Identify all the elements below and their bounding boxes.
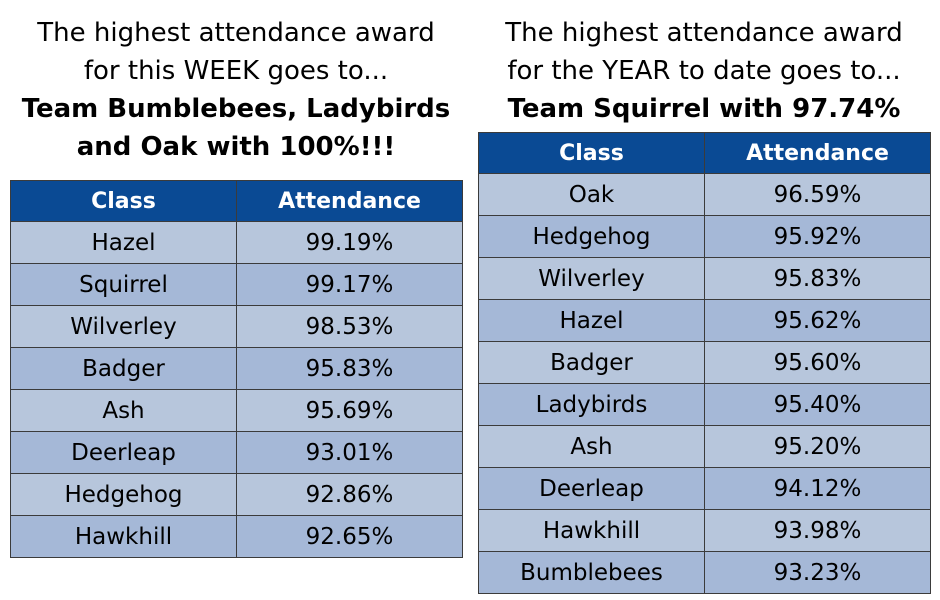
yearly-table-body: Oak 96.59% Hedgehog 95.92% Wilverley 95.83% Ha… [478, 173, 931, 594]
attendance-cell: 95.40% [704, 383, 931, 426]
attendance-cell: 93.23% [704, 551, 931, 594]
attendance-cell: 95.69% [236, 389, 463, 432]
yearly-winner-line: Team Squirrel with 97.74% [507, 94, 901, 124]
class-name-cell: Badger [10, 347, 237, 390]
yearly-award-panel: The highest attendance award for the YEA… [478, 0, 931, 594]
class-column-header: Class [478, 132, 705, 174]
table-row: Bumblebees 93.23% [478, 551, 931, 594]
weekly-winner-line-2: and Oak with 100%!!! [76, 132, 396, 162]
class-name-cell: Squirrel [10, 263, 237, 306]
class-name-cell: Hedgehog [10, 473, 237, 516]
table-row: Oak 96.59% [478, 173, 931, 216]
attendance-cell: 93.01% [236, 431, 463, 474]
table-row: Deerleap 94.12% [478, 467, 931, 510]
table-row: Ash 95.69% [10, 389, 463, 432]
weekly-award-heading: The highest attendance award for this WE… [10, 0, 462, 166]
yearly-attendance-table: Class Attendance Oak 96.59% Hedgehog 95.92%… [478, 132, 931, 594]
class-column-header: Class [10, 180, 237, 222]
table-row: Hedgehog 92.86% [10, 473, 463, 516]
table-row: Badger 95.60% [478, 341, 931, 384]
table-row: Ash 95.20% [478, 425, 931, 468]
table-row: Hawkhill 92.65% [10, 515, 463, 558]
table-row: Deerleap 93.01% [10, 431, 463, 474]
class-name-cell: Deerleap [478, 467, 705, 510]
table-row: Squirrel 99.17% [10, 263, 463, 306]
class-name-cell: Hazel [478, 299, 705, 342]
class-name-cell: Badger [478, 341, 705, 384]
attendance-cell: 95.60% [704, 341, 931, 384]
class-name-cell: Deerleap [10, 431, 237, 474]
class-name-cell: Ladybirds [478, 383, 705, 426]
class-name-cell: Ash [478, 425, 705, 468]
class-name-cell: Hawkhill [10, 515, 237, 558]
class-name-cell: Wilverley [10, 305, 237, 348]
table-row: Wilverley 98.53% [10, 305, 463, 348]
class-name-cell: Hazel [10, 221, 237, 264]
yearly-award-heading: The highest attendance award for the YEA… [478, 0, 930, 128]
table-row: Ladybirds 95.40% [478, 383, 931, 426]
table-row: Wilverley 95.83% [478, 257, 931, 300]
weekly-heading-line-2: for this WEEK goes to... [83, 56, 389, 86]
weekly-winner-line-1: Team Bumblebees, Ladybirds [21, 94, 451, 124]
class-name-cell: Hawkhill [478, 509, 705, 552]
class-name-cell: Hedgehog [478, 215, 705, 258]
class-name-cell: Ash [10, 389, 237, 432]
attendance-cell: 94.12% [704, 467, 931, 510]
weekly-award-panel: The highest attendance award for this WE… [10, 0, 463, 558]
class-name-cell: Bumblebees [478, 551, 705, 594]
weekly-heading-line-1: The highest attendance award [37, 18, 435, 48]
table-row: Hawkhill 93.98% [478, 509, 931, 552]
attendance-cell: 92.65% [236, 515, 463, 558]
class-name-cell: Wilverley [478, 257, 705, 300]
weekly-attendance-table: Class Attendance Hazel 99.19% Squirrel 99.1… [10, 180, 463, 558]
attendance-cell: 95.62% [704, 299, 931, 342]
attendance-cell: 99.17% [236, 263, 463, 306]
weekly-table-body: Hazel 99.19% Squirrel 99.17% Wilverley 98.53%… [10, 221, 463, 558]
attendance-cell: 98.53% [236, 305, 463, 348]
attendance-cell: 99.19% [236, 221, 463, 264]
attendance-column-header: Attendance [236, 180, 463, 222]
attendance-cell: 95.20% [704, 425, 931, 468]
table-row: Badger 95.83% [10, 347, 463, 390]
attendance-cell: 95.92% [704, 215, 931, 258]
attendance-cell: 96.59% [704, 173, 931, 216]
attendance-column-header: Attendance [704, 132, 931, 174]
attendance-cell: 92.86% [236, 473, 463, 516]
attendance-cell: 95.83% [236, 347, 463, 390]
table-header-row: Class Attendance [478, 132, 931, 174]
class-name-cell: Oak [478, 173, 705, 216]
table-row: Hazel 95.62% [478, 299, 931, 342]
yearly-heading-line-1: The highest attendance award [505, 18, 903, 48]
yearly-heading-line-2: for the YEAR to date goes to... [507, 56, 901, 86]
attendance-cell: 93.98% [704, 509, 931, 552]
table-row: Hazel 99.19% [10, 221, 463, 264]
table-row: Hedgehog 95.92% [478, 215, 931, 258]
table-header-row: Class Attendance [10, 180, 463, 222]
attendance-cell: 95.83% [704, 257, 931, 300]
